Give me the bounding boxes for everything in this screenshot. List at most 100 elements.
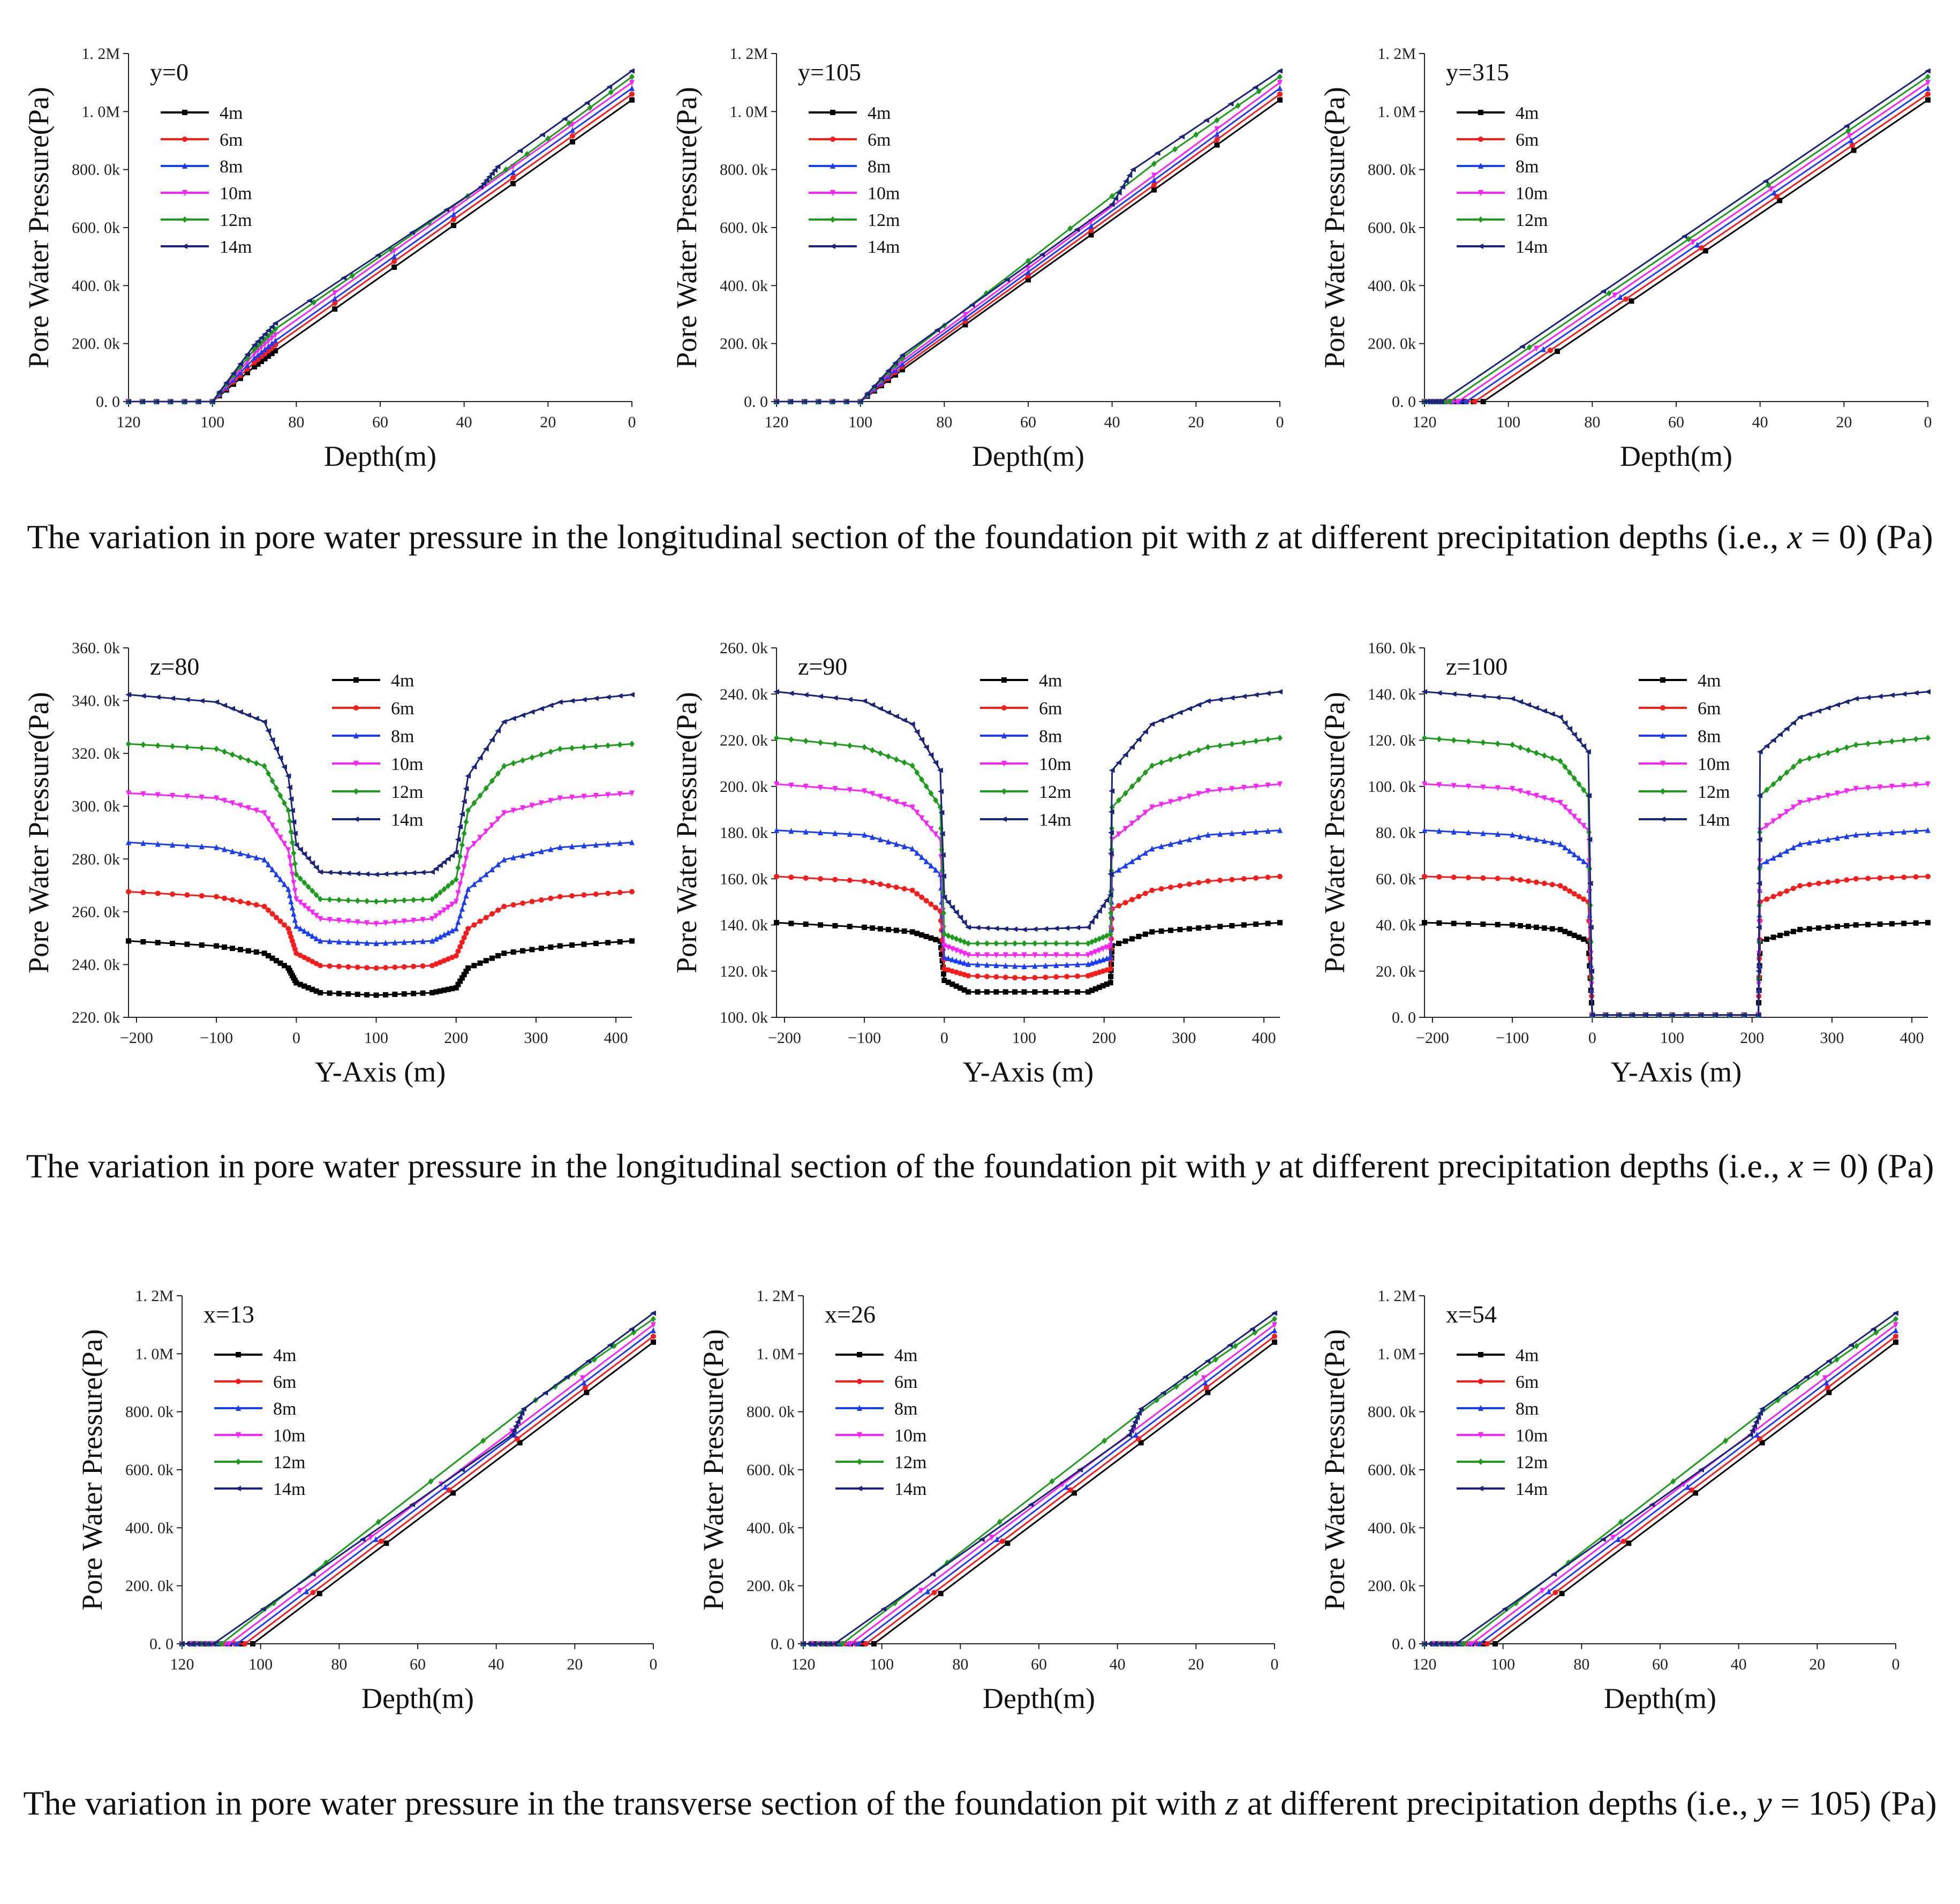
data-point [1726, 1012, 1732, 1018]
data-point [1759, 1440, 1765, 1446]
data-point [1129, 858, 1135, 864]
y-tick-label: 220. 0k [720, 732, 768, 750]
data-point [900, 367, 905, 373]
data-point [230, 371, 236, 376]
data-point [1002, 974, 1008, 980]
data-point [1525, 835, 1531, 841]
data-point [631, 1329, 637, 1336]
data-point [237, 850, 243, 857]
data-point [1755, 1415, 1761, 1421]
data-point [1136, 934, 1142, 940]
data-point [288, 828, 294, 835]
data-point [345, 991, 351, 997]
y-axis-title: Pore Water Pressure(Pa) [22, 692, 55, 973]
data-point [266, 953, 272, 958]
x-tick-label: 200 [1092, 1029, 1116, 1047]
data-point [984, 940, 990, 947]
data-point [489, 822, 495, 829]
data-point [933, 905, 939, 911]
data-point [1096, 908, 1102, 914]
data-point [1272, 1322, 1277, 1328]
x-tick-label: 60 [410, 1656, 426, 1673]
series-line-8m [776, 829, 1280, 968]
legend-marker-8m [1478, 163, 1483, 169]
data-point [1756, 836, 1762, 842]
y-tick-label: 600. 0k [125, 1461, 174, 1479]
data-point [857, 399, 863, 404]
data-point [1806, 882, 1812, 888]
legend-marker-14m [182, 244, 187, 249]
data-point [1771, 190, 1777, 195]
data-point [1447, 398, 1452, 405]
data-point [291, 850, 297, 857]
data-point [862, 924, 868, 930]
data-point [1158, 759, 1164, 766]
data-point [556, 699, 563, 705]
data-point [832, 877, 838, 882]
data-point [1790, 886, 1796, 891]
legend-label-4m: 4m [1516, 1346, 1539, 1365]
data-point [167, 399, 174, 404]
data-point [1806, 839, 1812, 845]
data-point [593, 842, 599, 848]
data-point [266, 343, 272, 350]
data-point [442, 1484, 448, 1490]
legend-marker-4m [830, 110, 835, 115]
series-markers-4m [774, 97, 1283, 404]
data-point [557, 745, 563, 752]
data-point [1844, 923, 1850, 928]
data-point [1096, 984, 1102, 990]
data-point [297, 1588, 303, 1594]
data-point [318, 938, 323, 944]
data-point [581, 744, 587, 751]
data-point [1167, 713, 1174, 719]
data-point [931, 1590, 937, 1596]
data-point [313, 961, 319, 966]
data-point [292, 917, 298, 923]
series-line-10m [777, 81, 1280, 403]
data-point [945, 955, 951, 962]
data-point [1510, 922, 1516, 928]
data-point [461, 798, 467, 804]
data-point [1843, 699, 1850, 705]
legend-label-6m: 6m [220, 130, 243, 150]
data-point [291, 830, 298, 836]
data-point [1912, 690, 1919, 696]
data-point [1451, 920, 1457, 926]
x-tick-label: −100 [200, 1029, 233, 1047]
data-point [993, 925, 999, 931]
data-point [1102, 1437, 1107, 1444]
data-point [433, 989, 439, 995]
data-point [477, 792, 483, 799]
data-point [443, 207, 450, 213]
x-tick-label: 400 [1252, 1029, 1276, 1047]
data-point [214, 844, 220, 850]
y-tick-label: 340. 0k [72, 692, 120, 710]
data-point [495, 728, 501, 734]
data-point [629, 91, 635, 97]
data-point [1585, 749, 1591, 755]
data-point [265, 328, 272, 334]
data-point [1749, 1427, 1755, 1433]
data-point [1893, 1310, 1898, 1316]
data-point [1043, 962, 1049, 969]
data-point [354, 871, 360, 877]
data-point [914, 769, 920, 776]
data-point [433, 866, 439, 872]
data-point [457, 824, 463, 830]
data-point [1067, 1487, 1073, 1493]
data-point [617, 741, 623, 748]
data-point [1484, 1641, 1490, 1646]
data-point [195, 399, 201, 404]
data-point [1229, 877, 1235, 882]
data-point [1766, 182, 1771, 188]
data-point [1525, 702, 1531, 708]
data-point [1053, 940, 1059, 947]
y-tick-label: 1. 0M [756, 1345, 795, 1363]
data-point [1196, 834, 1202, 840]
data-point [287, 818, 292, 825]
data-point [1546, 1588, 1552, 1595]
legend-marker-4m [1478, 110, 1483, 115]
